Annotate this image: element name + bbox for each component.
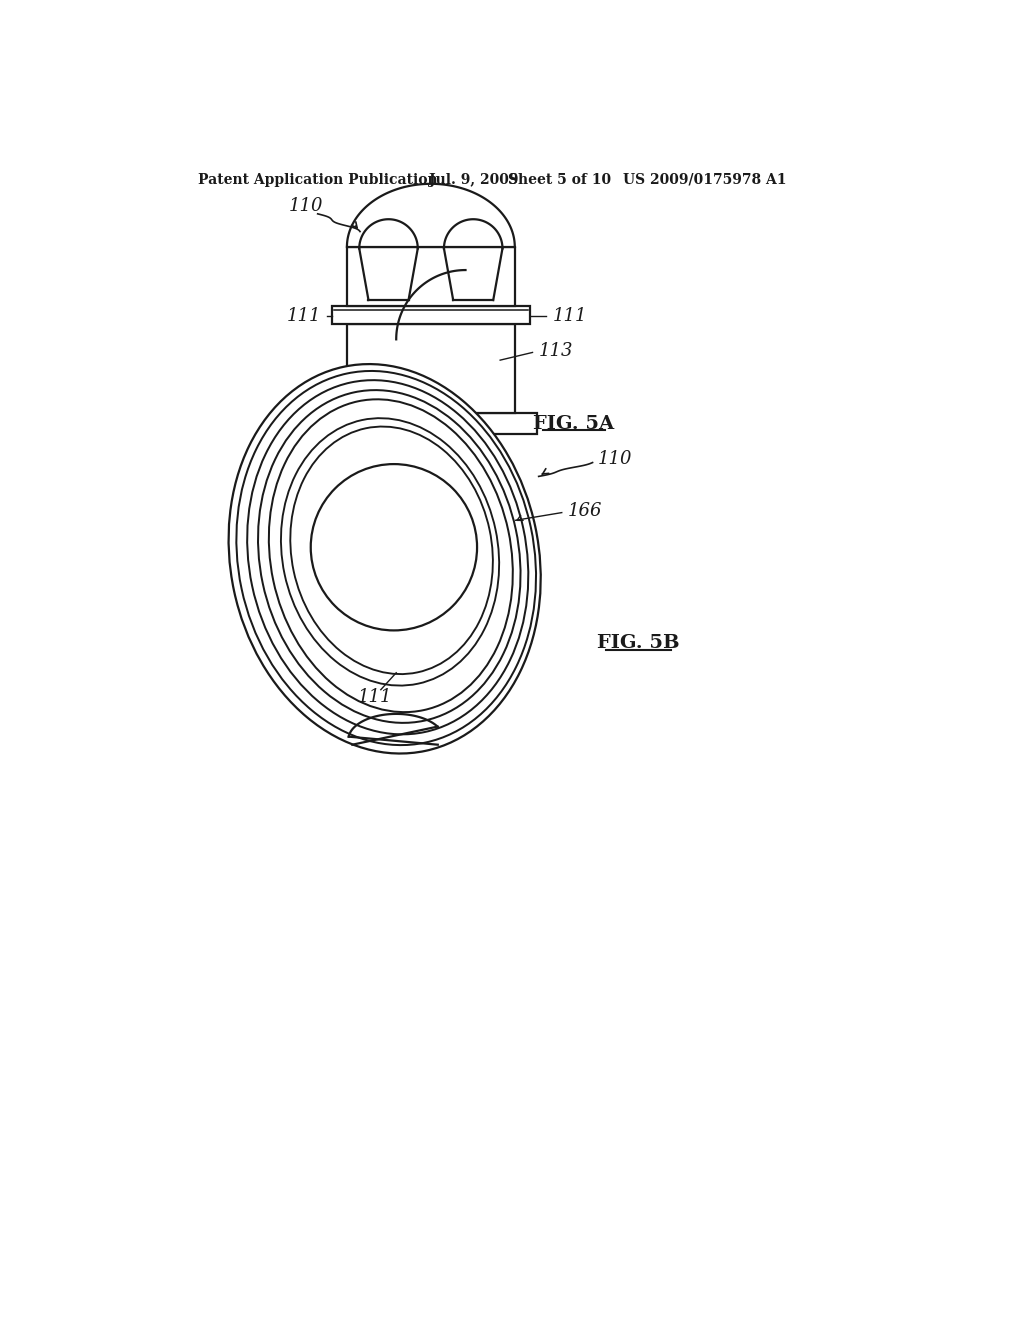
Text: Sheet 5 of 10: Sheet 5 of 10 xyxy=(508,173,611,187)
Text: 110: 110 xyxy=(289,197,324,215)
Text: FIG. 5A: FIG. 5A xyxy=(532,414,613,433)
Bar xyxy=(325,413,537,434)
Ellipse shape xyxy=(310,465,477,631)
Text: 110: 110 xyxy=(598,450,633,467)
Text: FIG. 5B: FIG. 5B xyxy=(597,635,680,652)
Text: 111: 111 xyxy=(358,689,392,706)
Text: Patent Application Publication: Patent Application Publication xyxy=(199,173,438,187)
Bar xyxy=(347,323,515,412)
Ellipse shape xyxy=(228,364,541,754)
Text: 111: 111 xyxy=(287,308,322,325)
Text: 111: 111 xyxy=(553,308,587,325)
Text: 113: 113 xyxy=(539,342,573,360)
Bar xyxy=(347,247,515,306)
Bar xyxy=(332,306,530,323)
Text: US 2009/0175978 A1: US 2009/0175978 A1 xyxy=(624,173,786,187)
Text: Jul. 9, 2009: Jul. 9, 2009 xyxy=(429,173,519,187)
Text: 166: 166 xyxy=(568,502,602,520)
